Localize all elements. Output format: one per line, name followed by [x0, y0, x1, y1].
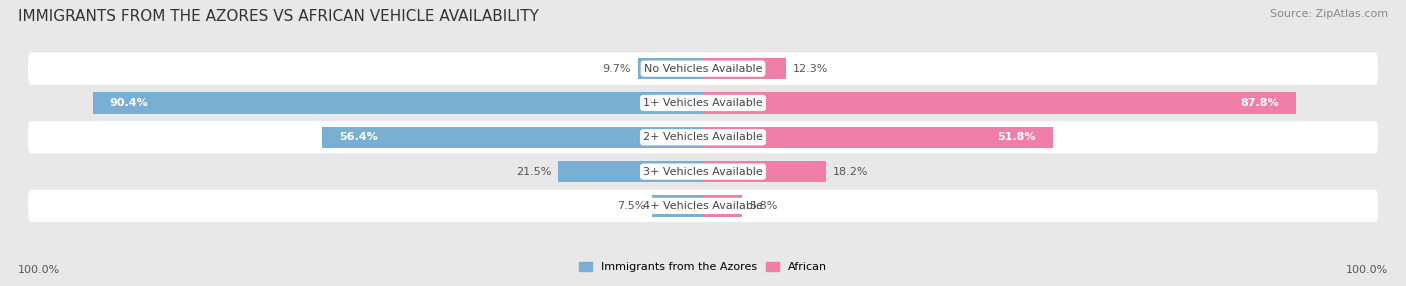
- Text: IMMIGRANTS FROM THE AZORES VS AFRICAN VEHICLE AVAILABILITY: IMMIGRANTS FROM THE AZORES VS AFRICAN VE…: [18, 9, 538, 23]
- Text: 18.2%: 18.2%: [832, 167, 868, 176]
- Bar: [703, 92, 1295, 114]
- Text: 4+ Vehicles Available: 4+ Vehicles Available: [643, 201, 763, 211]
- Legend: Immigrants from the Azores, African: Immigrants from the Azores, African: [579, 262, 827, 273]
- Bar: [322, 127, 703, 148]
- FancyBboxPatch shape: [28, 121, 1378, 153]
- Text: 9.7%: 9.7%: [602, 64, 631, 74]
- Bar: [703, 58, 786, 79]
- Text: 90.4%: 90.4%: [110, 98, 149, 108]
- Text: 21.5%: 21.5%: [516, 167, 551, 176]
- Bar: [703, 127, 1053, 148]
- Text: 2+ Vehicles Available: 2+ Vehicles Available: [643, 132, 763, 142]
- Text: 56.4%: 56.4%: [339, 132, 378, 142]
- Bar: [558, 161, 703, 182]
- Text: 100.0%: 100.0%: [1346, 265, 1388, 275]
- Text: 100.0%: 100.0%: [18, 265, 60, 275]
- Bar: [703, 161, 825, 182]
- Text: 7.5%: 7.5%: [617, 201, 645, 211]
- Text: 51.8%: 51.8%: [997, 132, 1036, 142]
- Text: Source: ZipAtlas.com: Source: ZipAtlas.com: [1270, 9, 1388, 19]
- Bar: [703, 195, 742, 217]
- Bar: [652, 195, 703, 217]
- Text: 87.8%: 87.8%: [1240, 98, 1278, 108]
- Text: 1+ Vehicles Available: 1+ Vehicles Available: [643, 98, 763, 108]
- Bar: [93, 92, 703, 114]
- FancyBboxPatch shape: [28, 190, 1378, 222]
- Bar: [637, 58, 703, 79]
- Text: 12.3%: 12.3%: [793, 64, 828, 74]
- Text: No Vehicles Available: No Vehicles Available: [644, 64, 762, 74]
- FancyBboxPatch shape: [28, 156, 1378, 188]
- Text: 3+ Vehicles Available: 3+ Vehicles Available: [643, 167, 763, 176]
- FancyBboxPatch shape: [28, 53, 1378, 85]
- FancyBboxPatch shape: [28, 87, 1378, 119]
- Text: 5.8%: 5.8%: [749, 201, 778, 211]
